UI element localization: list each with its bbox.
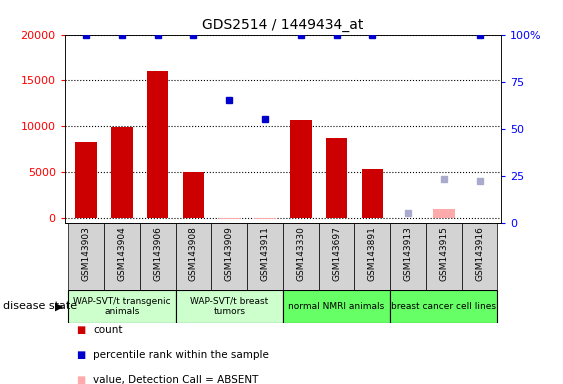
Bar	[68, 223, 104, 290]
Bar	[247, 223, 283, 290]
Text: disease state: disease state	[3, 301, 77, 311]
Bar	[426, 223, 462, 290]
Bar	[355, 223, 390, 290]
Text: GSM143891: GSM143891	[368, 226, 377, 281]
Text: percentile rank within the sample: percentile rank within the sample	[93, 350, 269, 360]
Text: GSM143916: GSM143916	[475, 226, 484, 281]
Bar	[68, 290, 176, 323]
Text: GSM143911: GSM143911	[261, 226, 270, 281]
Text: GSM143697: GSM143697	[332, 226, 341, 281]
Text: breast cancer cell lines: breast cancer cell lines	[391, 302, 497, 311]
Bar	[75, 142, 97, 218]
Bar	[183, 172, 204, 218]
Text: count: count	[93, 325, 122, 335]
Bar	[319, 223, 355, 290]
Bar	[104, 223, 140, 290]
Text: GSM143903: GSM143903	[82, 226, 91, 281]
Bar	[326, 138, 347, 218]
Text: value, Detection Call = ABSENT: value, Detection Call = ABSENT	[93, 375, 258, 384]
Text: GSM143908: GSM143908	[189, 226, 198, 281]
Bar	[433, 209, 454, 218]
Text: GSM143330: GSM143330	[296, 226, 305, 281]
Text: ■: ■	[76, 350, 85, 360]
Bar	[290, 120, 311, 218]
Text: ▶: ▶	[55, 301, 64, 311]
Text: GSM143909: GSM143909	[225, 226, 234, 281]
Bar	[254, 218, 276, 219]
Text: normal NMRI animals: normal NMRI animals	[288, 302, 385, 311]
Text: WAP-SVT/t breast
tumors: WAP-SVT/t breast tumors	[190, 296, 269, 316]
Bar	[283, 290, 390, 323]
Text: GSM143915: GSM143915	[439, 226, 448, 281]
Title: GDS2514 / 1449434_at: GDS2514 / 1449434_at	[202, 18, 364, 32]
Bar	[361, 169, 383, 218]
Bar	[462, 223, 498, 290]
Bar	[147, 71, 168, 218]
Text: WAP-SVT/t transgenic
animals: WAP-SVT/t transgenic animals	[73, 296, 171, 316]
Bar	[140, 223, 176, 290]
Bar	[390, 290, 498, 323]
Text: ■: ■	[76, 325, 85, 335]
Text: GSM143904: GSM143904	[118, 226, 127, 281]
Bar	[211, 223, 247, 290]
Text: GSM143906: GSM143906	[153, 226, 162, 281]
Bar	[390, 223, 426, 290]
Bar	[283, 223, 319, 290]
Text: GSM143913: GSM143913	[404, 226, 413, 281]
Text: ■: ■	[76, 375, 85, 384]
Bar	[111, 127, 133, 218]
Bar	[176, 223, 211, 290]
Bar	[176, 290, 283, 323]
